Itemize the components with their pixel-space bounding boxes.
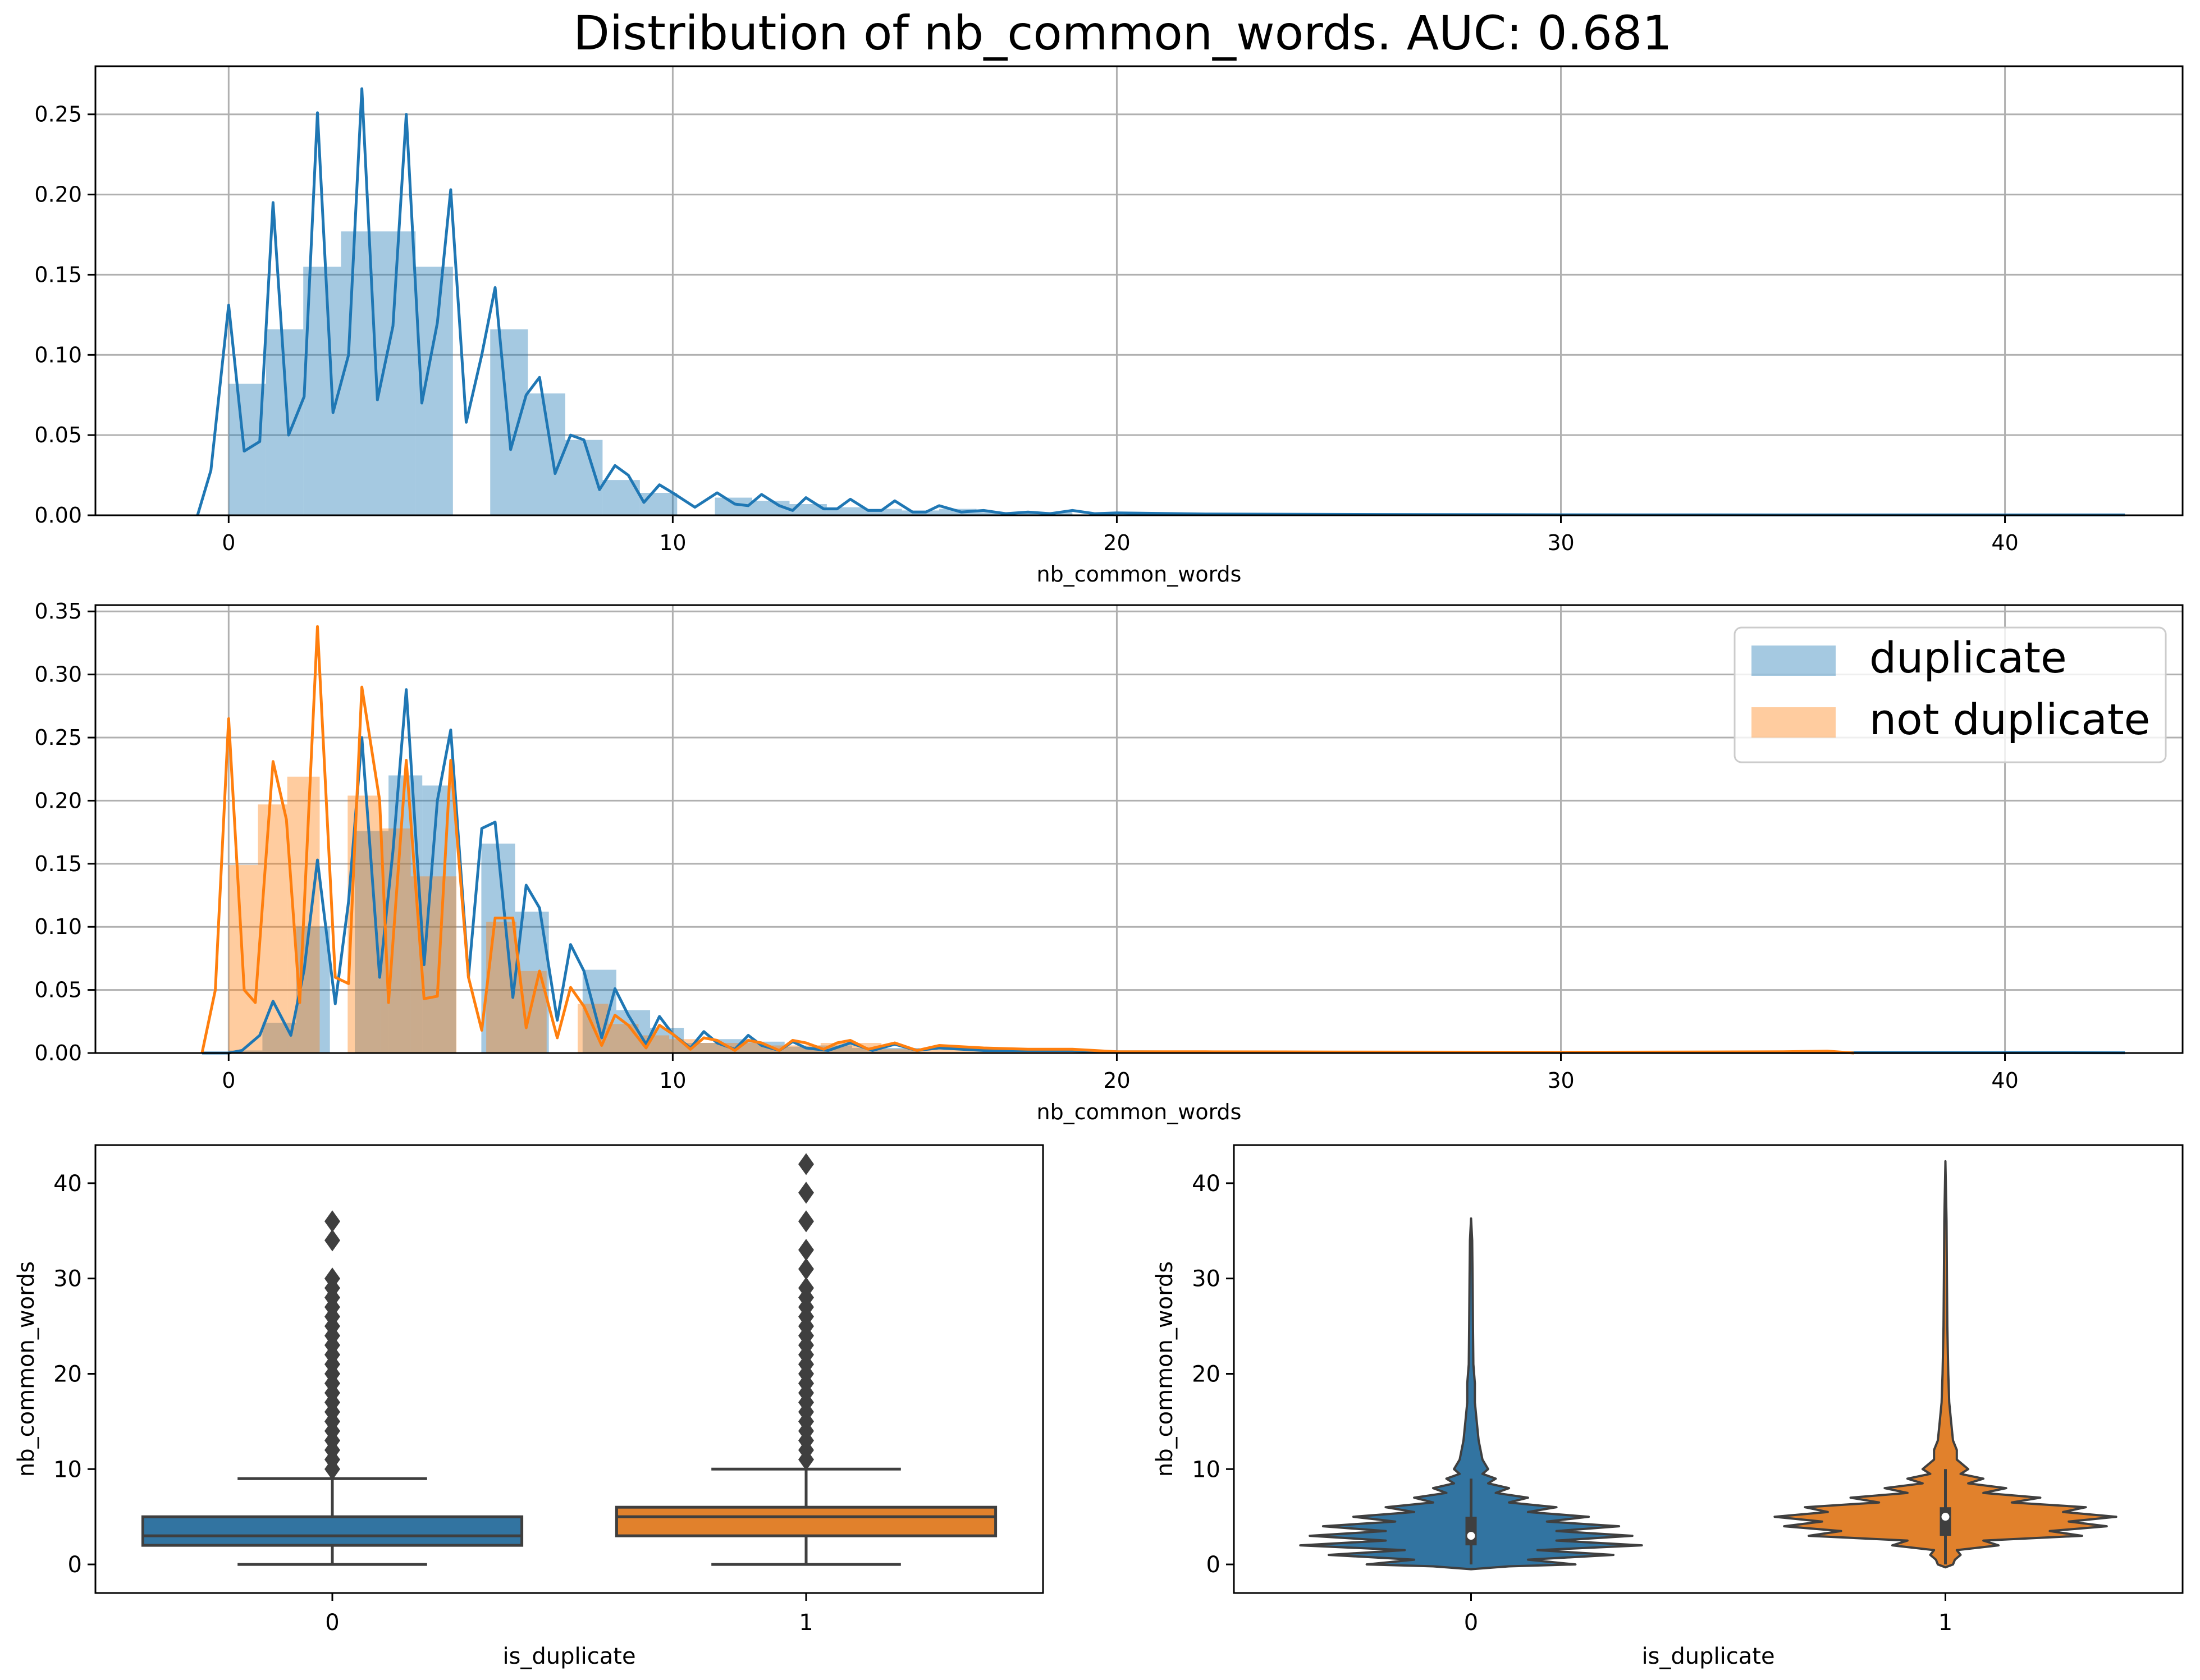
- histogram-bar: [865, 509, 902, 515]
- violin-median: [1467, 1532, 1475, 1540]
- x-tick-label: 0: [222, 530, 235, 555]
- y-tick-label: 0.30: [34, 662, 82, 687]
- histogram-bar: [262, 1023, 296, 1053]
- y-tick-label: 0.20: [34, 182, 82, 207]
- y-tick-label: 20: [53, 1361, 82, 1387]
- y-tick-label: 0.00: [34, 503, 82, 528]
- axes-frame: [94, 65, 2184, 516]
- y-tick-label: 30: [53, 1266, 82, 1292]
- y-tick-label: 0.15: [34, 852, 82, 876]
- box-plot-panel: 0 10 20 30 40 0 1 is_duplicate nb_common_words: [13, 1144, 1044, 1669]
- violin-plot-panel: 0 10 20 30 40 0 1 is_duplicate nb_common_words: [1152, 1144, 2184, 1669]
- histogram-panel-by-class: 0 10 20 30 40 0.00 0.05 0.10 0.15 0.20 0.25 0.30 0.3…: [34, 599, 2184, 1124]
- x-axis-label: is_duplicate: [502, 1644, 635, 1669]
- kde-line: [200, 625, 1854, 1055]
- x-tick-label: 20: [1103, 1068, 1130, 1093]
- outlier-marker: [798, 1277, 814, 1299]
- x-tick-label: 30: [1547, 1068, 1574, 1093]
- legend-label: duplicate: [1869, 633, 2067, 683]
- y-axis-label: nb_common_words: [1152, 1261, 1178, 1477]
- box-iqr: [615, 1505, 998, 1537]
- violin-iqr: [1940, 1507, 1951, 1536]
- histogram-bar: [789, 504, 827, 515]
- histogram-bar: [481, 843, 515, 1053]
- histogram-bar: [528, 393, 565, 515]
- y-tick-label: 0: [1206, 1552, 1220, 1578]
- outlier-marker: [798, 1153, 814, 1175]
- outlier-marker: [324, 1229, 340, 1252]
- violin-body: [1299, 1217, 1643, 1571]
- histogram-bar: [228, 1050, 263, 1053]
- x-axis-label: is_duplicate: [1641, 1644, 1774, 1669]
- legend-swatch: [1751, 707, 1836, 738]
- outlier-marker: [324, 1267, 340, 1290]
- legend-label: not duplicate: [1869, 694, 2150, 744]
- y-tick-label: 10: [53, 1457, 82, 1482]
- y-tick-label: 0.25: [34, 725, 82, 750]
- box-iqr: [141, 1515, 524, 1547]
- histogram-bar: [258, 804, 287, 1053]
- y-tick-label: 0: [68, 1552, 82, 1578]
- x-tick-label: 0: [325, 1610, 339, 1636]
- x-tick-label: 40: [1991, 530, 2018, 555]
- y-tick-label: 0.15: [34, 262, 82, 287]
- kde-line: [196, 87, 2125, 516]
- x-tick-label: 40: [1991, 1068, 2018, 1093]
- y-tick-label: 30: [1192, 1266, 1220, 1292]
- x-tick-label: 30: [1547, 530, 1574, 555]
- outlier-marker: [324, 1210, 340, 1233]
- y-tick-label: 40: [1192, 1171, 1220, 1197]
- violin-median: [1941, 1513, 1950, 1521]
- legend-swatch: [1751, 646, 1836, 676]
- y-tick-label: 0.10: [34, 914, 82, 939]
- figure-title: Distribution of nb_common_words. AUC: 0.…: [573, 6, 1672, 61]
- y-tick-label: 0.00: [34, 1041, 82, 1065]
- axes-frame: [94, 604, 2184, 1054]
- outlier-marker: [798, 1210, 814, 1233]
- y-tick-label: 20: [1192, 1361, 1220, 1387]
- y-tick-label: 40: [53, 1171, 82, 1197]
- x-tick-label: 10: [659, 1068, 686, 1093]
- axes-frame: [94, 1144, 1044, 1594]
- y-tick-label: 0.10: [34, 342, 82, 367]
- x-tick-label: 0: [222, 1068, 235, 1093]
- violin-iqr: [1465, 1517, 1477, 1546]
- y-tick-label: 0.05: [34, 978, 82, 1002]
- x-tick-label: 1: [799, 1610, 813, 1636]
- y-tick-label: 0.25: [34, 102, 82, 127]
- x-tick-label: 1: [1938, 1610, 1952, 1636]
- y-axis-label: nb_common_words: [13, 1261, 39, 1477]
- legend-box: [1734, 626, 2167, 763]
- outlier-marker: [798, 1239, 814, 1261]
- histogram-bar: [784, 1046, 818, 1053]
- y-tick-label: 0.05: [34, 423, 82, 447]
- histogram-bar: [820, 1043, 882, 1053]
- outlier-marker: [798, 1182, 814, 1204]
- histogram-panel-overall: 0 10 20 30 40 0.00 0.05 0.10 0.15 0.20 0.25 nb_comm…: [34, 65, 2184, 587]
- x-tick-label: 10: [659, 530, 686, 555]
- x-axis-label: nb_common_words: [1037, 562, 1242, 587]
- y-tick-label: 0.20: [34, 788, 82, 813]
- x-tick-label: 20: [1103, 530, 1130, 555]
- y-tick-label: 10: [1192, 1457, 1220, 1482]
- histogram-bar: [852, 1048, 920, 1053]
- y-tick-label: 0.35: [34, 599, 82, 624]
- histogram-bar: [608, 1024, 639, 1053]
- violin-body: [1773, 1160, 2117, 1569]
- outlier-marker: [798, 1258, 814, 1280]
- x-axis-label: nb_common_words: [1037, 1100, 1242, 1124]
- histogram-bar: [639, 493, 678, 515]
- x-tick-label: 0: [1464, 1610, 1478, 1636]
- axes-frame: [1233, 1144, 2184, 1594]
